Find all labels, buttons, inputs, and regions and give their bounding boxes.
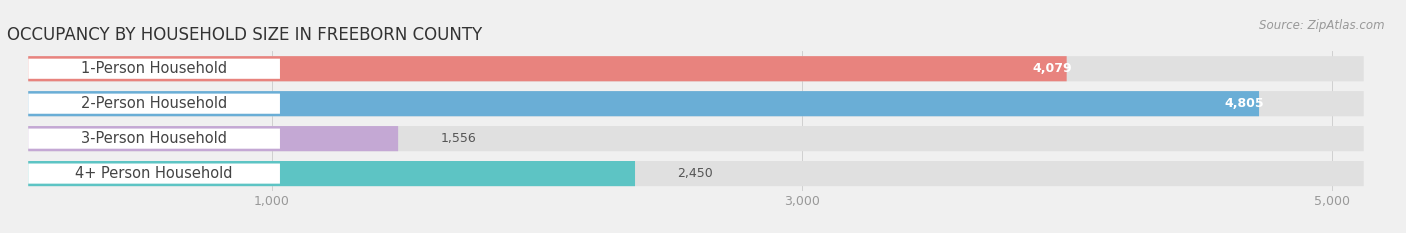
Text: OCCUPANCY BY HOUSEHOLD SIZE IN FREEBORN COUNTY: OCCUPANCY BY HOUSEHOLD SIZE IN FREEBORN … xyxy=(7,26,482,44)
FancyBboxPatch shape xyxy=(28,161,1364,186)
FancyBboxPatch shape xyxy=(28,91,1258,116)
Text: 3-Person Household: 3-Person Household xyxy=(82,131,228,146)
FancyBboxPatch shape xyxy=(28,94,280,114)
FancyBboxPatch shape xyxy=(28,164,280,184)
FancyBboxPatch shape xyxy=(28,161,636,186)
FancyBboxPatch shape xyxy=(28,129,280,149)
Text: 1,556: 1,556 xyxy=(440,132,477,145)
Text: 1-Person Household: 1-Person Household xyxy=(82,61,228,76)
Text: 4,805: 4,805 xyxy=(1225,97,1264,110)
FancyBboxPatch shape xyxy=(28,59,280,79)
Text: 2-Person Household: 2-Person Household xyxy=(82,96,228,111)
Text: 4+ Person Household: 4+ Person Household xyxy=(76,166,233,181)
FancyBboxPatch shape xyxy=(28,91,1364,116)
Text: Source: ZipAtlas.com: Source: ZipAtlas.com xyxy=(1260,19,1385,32)
FancyBboxPatch shape xyxy=(28,126,398,151)
FancyBboxPatch shape xyxy=(28,126,1364,151)
FancyBboxPatch shape xyxy=(28,56,1364,81)
Text: 2,450: 2,450 xyxy=(678,167,713,180)
Text: 4,079: 4,079 xyxy=(1032,62,1071,75)
FancyBboxPatch shape xyxy=(28,56,1067,81)
